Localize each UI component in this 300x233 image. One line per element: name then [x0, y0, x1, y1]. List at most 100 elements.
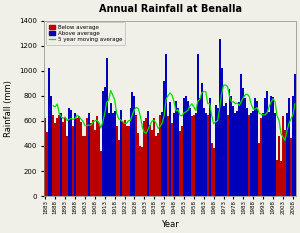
Bar	[88, 113, 90, 196]
Bar	[203, 108, 205, 196]
Bar	[217, 108, 219, 196]
Bar	[256, 101, 258, 196]
Bar	[183, 98, 185, 196]
Bar	[106, 58, 108, 196]
Bar	[288, 98, 290, 196]
Bar	[169, 102, 171, 196]
Bar	[235, 113, 236, 196]
Bar	[260, 118, 262, 196]
Bar	[274, 113, 276, 196]
Bar	[60, 113, 62, 196]
Bar	[94, 130, 96, 196]
Bar	[207, 115, 209, 196]
Bar	[157, 134, 159, 196]
Bar	[268, 112, 270, 196]
Bar	[280, 161, 282, 196]
Bar	[167, 116, 169, 196]
Bar	[258, 144, 260, 196]
Bar	[189, 108, 191, 196]
Bar	[52, 115, 54, 196]
Bar	[143, 121, 145, 196]
Bar	[140, 146, 141, 196]
Bar	[173, 113, 175, 196]
Bar	[187, 101, 189, 196]
Bar	[70, 110, 72, 196]
Bar	[209, 98, 211, 196]
Bar	[290, 138, 292, 196]
Bar	[284, 130, 286, 196]
Bar	[153, 118, 155, 196]
Bar	[282, 116, 284, 196]
Bar	[272, 97, 274, 196]
Bar	[159, 115, 161, 196]
Bar	[64, 117, 66, 196]
Bar	[177, 108, 179, 196]
Bar	[165, 54, 167, 196]
Bar	[205, 113, 207, 196]
Bar	[246, 108, 248, 196]
Bar	[223, 106, 224, 196]
Bar	[292, 96, 294, 196]
Bar	[197, 54, 199, 196]
Bar	[120, 110, 122, 196]
Bar	[90, 123, 92, 196]
Bar	[124, 120, 125, 196]
Bar	[147, 111, 149, 196]
Bar	[199, 98, 201, 196]
Bar	[135, 115, 137, 196]
Bar	[219, 39, 220, 196]
Bar	[236, 111, 238, 196]
Bar	[214, 105, 217, 196]
Bar	[74, 113, 76, 196]
Bar	[242, 88, 244, 196]
Bar	[66, 136, 68, 196]
Bar	[128, 126, 130, 196]
Bar	[270, 96, 272, 196]
Bar	[54, 123, 56, 196]
Bar	[266, 91, 268, 196]
Bar	[264, 98, 266, 196]
Bar	[286, 113, 288, 196]
Bar	[50, 96, 52, 196]
Bar	[108, 113, 110, 196]
Bar	[294, 74, 296, 196]
Bar	[137, 134, 140, 196]
Bar	[179, 131, 181, 196]
Bar	[220, 68, 223, 196]
Bar	[134, 96, 135, 196]
Bar	[112, 113, 114, 196]
Bar	[68, 108, 70, 196]
Bar	[244, 98, 246, 196]
Bar	[125, 126, 128, 196]
Bar	[62, 122, 64, 196]
Bar	[193, 115, 195, 196]
Bar	[163, 81, 165, 196]
Bar	[56, 118, 58, 196]
Bar	[149, 125, 151, 196]
Bar	[151, 130, 153, 196]
Title: Annual Rainfall at Benalla: Annual Rainfall at Benalla	[99, 4, 242, 14]
Bar	[100, 151, 102, 196]
Bar	[250, 113, 252, 196]
Bar	[252, 111, 254, 196]
Bar	[175, 101, 177, 196]
Bar	[98, 123, 100, 196]
Bar	[191, 116, 193, 196]
Bar	[185, 96, 187, 196]
Bar	[76, 118, 78, 196]
Bar	[46, 132, 48, 196]
Bar	[248, 115, 250, 196]
Bar	[116, 126, 118, 196]
Bar	[96, 116, 98, 196]
Bar	[104, 87, 106, 196]
Bar	[211, 144, 213, 196]
Bar	[122, 122, 124, 196]
Bar	[110, 103, 112, 196]
Bar	[240, 74, 242, 196]
Bar	[82, 136, 84, 196]
Bar	[78, 116, 80, 196]
Bar	[181, 126, 183, 196]
Bar	[86, 118, 88, 196]
Bar	[141, 147, 143, 196]
Bar	[230, 96, 232, 196]
